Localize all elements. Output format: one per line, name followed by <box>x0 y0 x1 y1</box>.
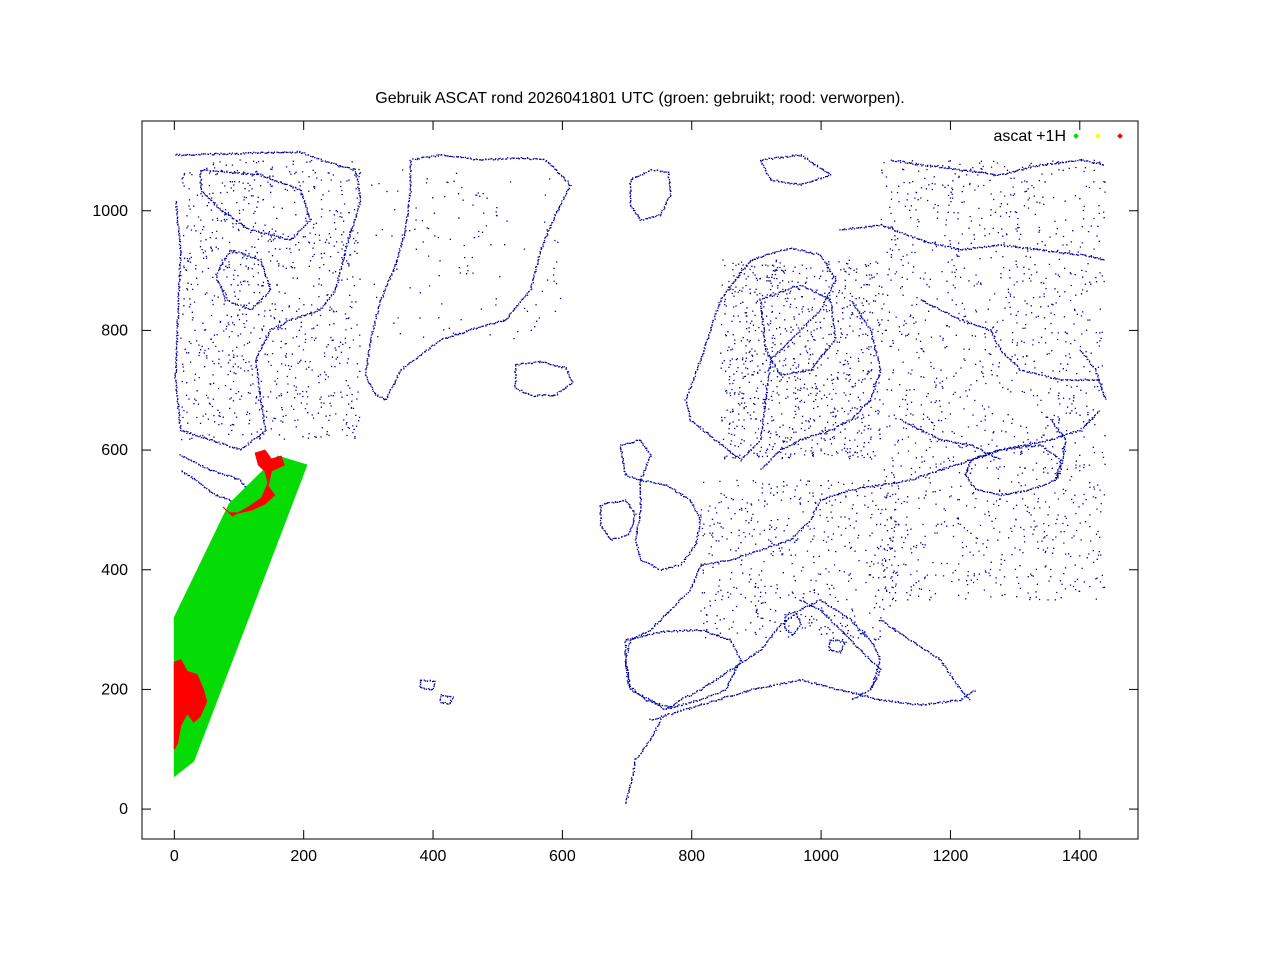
plot-border <box>141 120 1139 840</box>
legend: ascat +1H <box>994 128 1123 145</box>
x-tick-label: 800 <box>678 848 705 865</box>
axes: 0 200 400 600 800 1000 1200 1400 0 200 400 600 800 10… <box>92 120 1139 865</box>
swath-rejected-1 <box>222 449 285 517</box>
x-tick-label: 600 <box>549 848 576 865</box>
legend-marker-1 <box>1095 133 1101 139</box>
y-tick-label: 600 <box>101 442 128 459</box>
swath-rejected-0 <box>173 658 208 750</box>
legend-marker-2 <box>1117 133 1123 139</box>
y-tick-label: 800 <box>101 322 128 339</box>
swath-texture <box>174 456 307 777</box>
x-tick-label: 0 <box>170 848 179 865</box>
coastline-layer <box>174 150 1107 804</box>
y-tick-label: 200 <box>101 681 128 698</box>
y-tick-label: 1000 <box>92 203 128 220</box>
chart-title: Gebruik ASCAT rond 2026041801 UTC (groen… <box>375 90 904 107</box>
x-tick-label: 1000 <box>803 848 839 865</box>
y-tick-label: 400 <box>101 562 128 579</box>
x-tick-label: 200 <box>290 848 317 865</box>
legend-label: ascat +1H <box>994 128 1066 145</box>
scatter-layer <box>173 449 308 778</box>
x-tick-label: 1400 <box>1062 848 1098 865</box>
coastline-dots <box>174 150 1107 804</box>
y-tick-label: 0 <box>119 801 128 818</box>
x-tick-label: 1200 <box>933 848 969 865</box>
legend-marker-0 <box>1073 133 1079 139</box>
x-tick-label: 400 <box>420 848 447 865</box>
